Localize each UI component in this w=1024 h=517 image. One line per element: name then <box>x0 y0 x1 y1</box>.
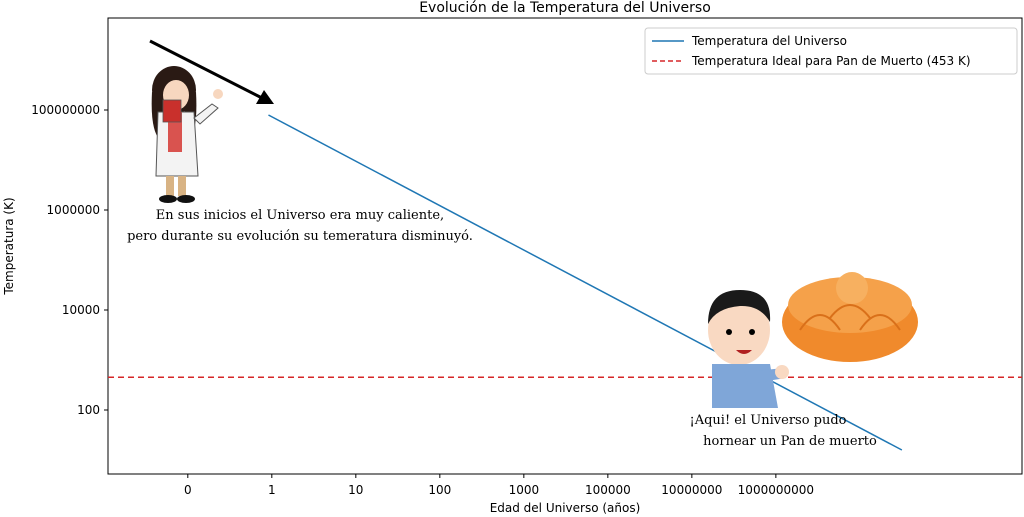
x-tick-label: 10000000 <box>661 483 722 497</box>
x-tick-label: 1 <box>268 483 276 497</box>
plot-area <box>107 17 1023 475</box>
legend-label-temperature: Temperatura del Universo <box>691 34 847 48</box>
series-line-temperature <box>268 114 903 451</box>
annotation-boy: ¡Aqui! el Universo pudo hornear un Pan d… <box>689 413 877 449</box>
arrow-line <box>149 39 263 100</box>
y-axis-label: Temperatura (K) <box>2 197 16 295</box>
arrow-head-icon <box>256 90 274 104</box>
x-axis-ticks: 0 1 10 100 1000 100000 10000000 1000000000 <box>184 474 814 497</box>
y-tick-label: 1000000 <box>47 203 100 217</box>
legend-label-ideal: Temperatura Ideal para Pan de Muerto (45… <box>691 54 971 68</box>
x-tick-label: 10 <box>348 483 363 497</box>
x-tick-label: 0 <box>184 483 192 497</box>
annotation-boy-line-2: hornear un Pan de muerto <box>703 434 877 449</box>
legend: Temperatura del Universo Temperatura Ide… <box>644 27 1018 75</box>
y-axis-ticks: 100 10000 1000000 100000000 <box>31 103 108 417</box>
x-tick-label: 100 <box>428 483 451 497</box>
pan-de-muerto-illustration <box>782 272 918 362</box>
annotation-scientist-line-2: pero durante su evolución su temeratura … <box>127 229 473 244</box>
annotation-scientist: En sus inicios el Universo era muy calie… <box>127 208 473 244</box>
scientist-illustration <box>151 66 223 203</box>
annotation-boy-line-1: ¡Aqui! el Universo pudo <box>689 413 846 428</box>
x-tick-label: 1000000000 <box>738 483 814 497</box>
x-tick-label: 1000 <box>509 483 540 497</box>
y-tick-label: 100000000 <box>31 103 100 117</box>
x-tick-label: 100000 <box>585 483 631 497</box>
annotation-scientist-line-1: En sus inicios el Universo era muy calie… <box>156 208 444 223</box>
y-tick-label: 10000 <box>62 303 100 317</box>
x-axis-label: Edad del Universo (años) <box>490 501 641 515</box>
boy-illustration <box>708 290 789 408</box>
y-tick-label: 100 <box>77 403 100 417</box>
chart-title: Evolución de la Temperatura del Universo <box>419 0 711 16</box>
legend-box <box>644 27 1018 75</box>
